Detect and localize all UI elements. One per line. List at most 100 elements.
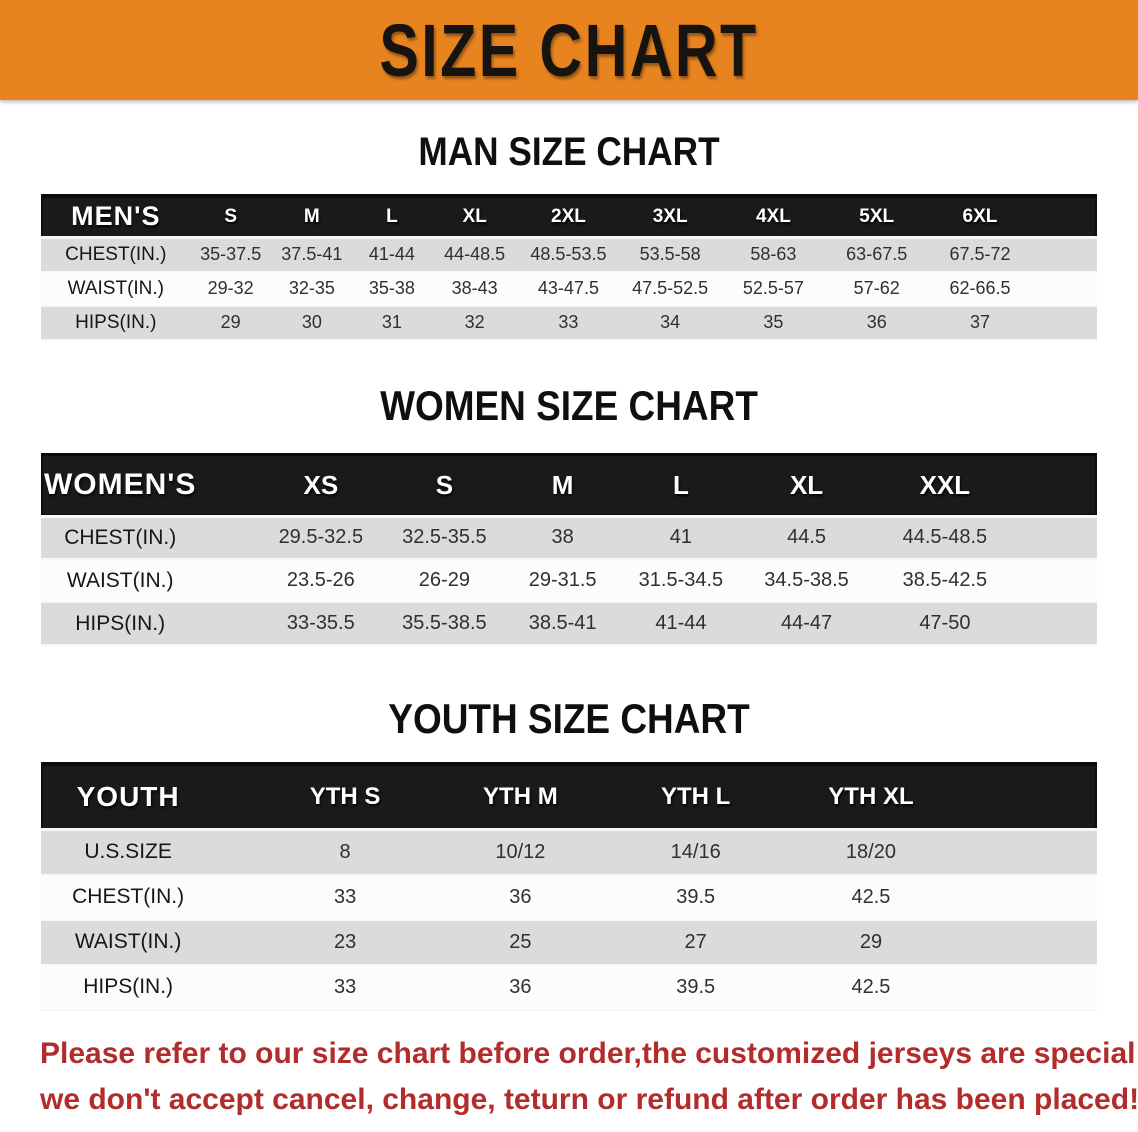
size-header: XS xyxy=(303,469,339,500)
size-header: M xyxy=(551,469,574,500)
size-value: 44-47 xyxy=(780,612,833,634)
size-header: M xyxy=(303,205,320,227)
table-title: WOMEN'S xyxy=(43,468,197,501)
size-value: 53.5-58 xyxy=(639,244,701,265)
size-value: 33-35.5 xyxy=(286,612,355,634)
filler-cell xyxy=(959,875,1097,920)
size-value: 36 xyxy=(866,312,887,332)
size-value: 37 xyxy=(969,312,990,332)
size-header: XXL xyxy=(919,469,971,500)
size-value: 38-43 xyxy=(451,278,498,298)
size-value: 67.5-72 xyxy=(949,244,1011,265)
size-value: 39.5 xyxy=(676,885,716,908)
youth-section-heading: YOUTH SIZE CHART xyxy=(388,695,750,742)
size-header: S xyxy=(435,469,454,500)
size-header: YTH M xyxy=(483,782,558,810)
size-value: 48.5-53.5 xyxy=(530,244,607,265)
table-row: WAIST(IN.) 23.5-26 26-29 29-31.5 31.5-34.5 34… xyxy=(41,559,1097,602)
section-youth: YOUTH SIZE CHART YOUTH YTH S YTH M YTH L YTH… xyxy=(0,698,1138,1011)
size-value: 38 xyxy=(551,526,574,549)
section-man: MAN SIZE CHART MEN'S S M L XL 2XL 3XL 4XL 5XL 6XL… xyxy=(0,132,1138,341)
size-header: 3XL xyxy=(652,205,688,227)
banner-title: SIZE CHART xyxy=(379,9,759,92)
measurement-label: U.S.SIZE xyxy=(84,840,172,864)
table-row: WAIST(IN.) 23 25 27 29 xyxy=(41,919,1097,965)
table-row: HIPS(IN.) 33 36 39.5 42.5 xyxy=(41,964,1097,1010)
table-row: HIPS(IN.) 29 30 31 32 33 34 35 36 37 xyxy=(41,305,1097,340)
filler-cell xyxy=(959,965,1097,1010)
size-value: 23.5-26 xyxy=(286,569,355,591)
table-row: CHEST(IN.) 33 36 39.5 42.5 xyxy=(41,874,1097,920)
disclaimer-line-2: we don't accept cancel, change, teturn o… xyxy=(40,1083,1138,1116)
size-value: 31 xyxy=(381,312,402,332)
size-value: 42.5 xyxy=(851,885,891,908)
size-value: 37.5-41 xyxy=(281,244,343,265)
size-value: 10/12 xyxy=(495,840,546,863)
size-header: 6XL xyxy=(962,205,998,227)
size-value: 34.5-38.5 xyxy=(764,569,849,591)
size-value: 32 xyxy=(464,312,485,332)
youth-table-wrap: YOUTH YTH S YTH M YTH L YTH XL U.S.SIZE 8 10/12… xyxy=(0,762,1138,1011)
measurement-label: WAIST(IN.) xyxy=(66,568,174,592)
header-row: MEN'S S M L XL 2XL 3XL 4XL 5XL 6XL xyxy=(41,195,1097,238)
filler-cell xyxy=(1032,306,1097,340)
size-header: XL xyxy=(789,469,824,500)
size-value: 29 xyxy=(220,312,241,332)
table-row: WAIST(IN.) 29-32 32-35 35-38 38-43 43-47.5 47.… xyxy=(41,271,1097,306)
size-value: 29-32 xyxy=(207,278,254,298)
size-value: 25 xyxy=(509,930,532,953)
size-value: 35-37.5 xyxy=(200,244,262,265)
size-header: YTH XL xyxy=(828,782,914,810)
disclaimer: Please refer to our size chart before or… xyxy=(0,1031,1138,1124)
size-header: 2XL xyxy=(551,205,586,227)
womens-size-table: WOMEN'S XS S M L XL XXL CHEST(IN.) 29.5-32.5 32.5… xyxy=(41,453,1097,647)
measurement-label: WAIST(IN.) xyxy=(74,930,182,953)
spacer-cell xyxy=(199,516,257,559)
size-value: 18/20 xyxy=(845,840,896,863)
size-value: 44.5-48.5 xyxy=(902,526,988,549)
measurement-label: HIPS(IN.) xyxy=(75,311,157,333)
size-value: 58-63 xyxy=(750,244,797,265)
size-value: 63-67.5 xyxy=(846,244,908,265)
size-header: YTH L xyxy=(661,782,731,810)
table-title: YOUTH xyxy=(76,780,180,812)
size-value: 43-47.5 xyxy=(537,278,599,298)
size-header: S xyxy=(224,205,238,227)
spacer-cell xyxy=(215,920,257,965)
measurement-label: CHEST(IN.) xyxy=(72,885,185,908)
size-value: 26-29 xyxy=(418,569,470,591)
size-value: 38.5-42.5 xyxy=(902,569,988,591)
woman-section-heading: WOMEN SIZE CHART xyxy=(380,381,758,429)
spacer-cell xyxy=(199,602,257,645)
size-value: 34 xyxy=(660,312,681,332)
disclaimer-line-1: Please refer to our size chart before or… xyxy=(40,1036,1138,1070)
header-row: WOMEN'S XS S M L XL XXL xyxy=(41,454,1097,516)
size-value: 42.5 xyxy=(851,975,891,998)
mens-size-table: MEN'S S M L XL 2XL 3XL 4XL 5XL 6XL CHEST(IN.) 35-37… xyxy=(41,194,1097,341)
size-value: 33 xyxy=(333,885,357,908)
size-value: 29-31.5 xyxy=(528,569,597,591)
mens-table-wrap: MEN'S S M L XL 2XL 3XL 4XL 5XL 6XL CHEST(IN.) 35-37… xyxy=(0,194,1138,341)
size-value: 29 xyxy=(859,930,883,953)
filler-cell xyxy=(1032,272,1097,306)
table-row: CHEST(IN.) 29.5-32.5 32.5-35.5 38 41 44.5 44.5… xyxy=(41,516,1097,559)
measurement-label: HIPS(IN.) xyxy=(75,611,166,635)
size-value: 36 xyxy=(509,975,532,998)
filler-cell xyxy=(1018,559,1097,602)
size-value: 47.5-52.5 xyxy=(632,278,709,298)
size-value: 33 xyxy=(558,312,579,332)
size-value: 8 xyxy=(339,840,351,863)
size-header: L xyxy=(672,469,689,500)
size-value: 32.5-35.5 xyxy=(402,526,487,549)
size-header: L xyxy=(386,205,398,227)
filler-cell xyxy=(1032,196,1097,238)
size-value: 35 xyxy=(763,312,784,332)
header-row: YOUTH YTH S YTH M YTH L YTH XL xyxy=(41,763,1097,830)
womens-table-wrap: WOMEN'S XS S M L XL XXL CHEST(IN.) 29.5-32.5 32.5… xyxy=(0,453,1138,647)
filler-cell xyxy=(959,830,1097,875)
size-value: 30 xyxy=(301,312,322,332)
size-value: 32-35 xyxy=(288,278,335,298)
size-value: 39.5 xyxy=(676,975,716,998)
size-value: 14/16 xyxy=(670,840,721,863)
size-value: 38.5-41 xyxy=(528,612,597,634)
